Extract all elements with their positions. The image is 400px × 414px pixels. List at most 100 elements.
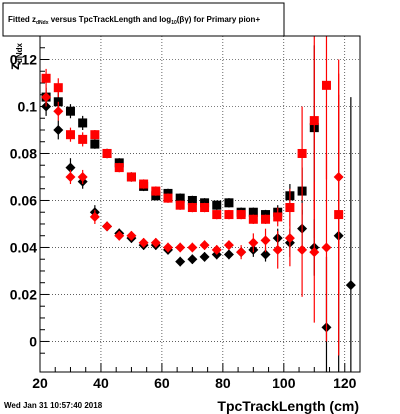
data-point (41, 68, 51, 88)
data-point (77, 169, 88, 185)
square-marker (248, 214, 258, 224)
square-marker (78, 134, 88, 144)
data-point (151, 186, 161, 196)
square-marker (102, 148, 112, 158)
square-marker (236, 210, 246, 220)
diamond-marker (65, 162, 76, 173)
data-point (175, 200, 185, 210)
diamond-marker (223, 240, 234, 251)
diamond-marker (126, 230, 137, 241)
data-point (261, 214, 271, 224)
data-point (175, 242, 186, 253)
diamond-marker (211, 244, 222, 255)
data-point (114, 162, 124, 173)
square-marker (187, 195, 197, 205)
square-marker (126, 172, 136, 182)
data-point (90, 139, 100, 149)
data-point (273, 207, 283, 227)
diamond-marker (41, 92, 52, 103)
square-marker (261, 214, 271, 224)
y-tick-label: 0.12 (10, 51, 37, 67)
diamond-marker (150, 237, 161, 248)
data-point (53, 78, 63, 98)
data-point (321, 153, 332, 342)
data-point (102, 148, 112, 159)
square-marker (334, 210, 344, 220)
data-point (41, 87, 52, 107)
grid (40, 36, 360, 372)
data-point (126, 172, 136, 182)
diamond-marker (114, 230, 125, 241)
data-point (139, 179, 149, 189)
y-tick-label: 0.04 (10, 239, 37, 255)
square-marker (90, 130, 100, 140)
axis-ticks (39, 35, 361, 372)
data-point (199, 240, 210, 251)
diamond-marker (187, 242, 198, 253)
square-marker (309, 116, 319, 126)
diamond-marker (65, 171, 76, 182)
diamond-marker (89, 211, 100, 222)
square-marker (321, 80, 331, 90)
square-marker (139, 179, 149, 189)
data-point (248, 233, 259, 253)
data-point (53, 101, 64, 121)
square-marker (297, 148, 307, 158)
y-axis-title: zdNdx (6, 42, 24, 70)
x-tick-label: 120 (333, 375, 357, 391)
diamond-marker (175, 256, 186, 267)
diamond-marker (199, 251, 210, 262)
diamond-marker (260, 249, 271, 260)
data-point (212, 200, 222, 210)
diamond-marker (223, 249, 234, 260)
square-marker (65, 106, 75, 116)
chart-title: Fitted zdNdx versus TpcTrackLength and l… (8, 15, 260, 26)
square-marker (212, 210, 222, 220)
square-marker (187, 203, 197, 213)
square-marker (273, 212, 283, 222)
diamond-marker (345, 280, 356, 291)
square-marker (285, 203, 295, 213)
square-marker (248, 207, 258, 217)
diamond-marker (175, 242, 186, 253)
data-point (102, 221, 113, 232)
y-tick-label: 0 (29, 333, 37, 349)
y-tick-label: 0.06 (10, 192, 37, 208)
data-point (175, 256, 186, 267)
square-marker (151, 186, 161, 196)
y-axis-title-sub: dNdx (15, 42, 24, 63)
diamond-marker (187, 254, 198, 265)
square-marker (224, 198, 234, 208)
diamond-marker (53, 106, 64, 117)
data-point (65, 127, 75, 142)
data-point (211, 244, 222, 255)
diamond-marker (272, 244, 283, 255)
diamond-marker (321, 242, 332, 253)
x-tick-label: 20 (32, 375, 48, 391)
title-suffix: (βγ) for Primary pion+ (177, 15, 261, 24)
data-point (150, 237, 161, 248)
title-mid: versus TpcTrackLength and log (49, 15, 172, 24)
data-point (224, 209, 234, 220)
tick-labels: 20 40 60 80 100 120 0 0.02 0.04 0.06 0.08 0.1 0.12 (10, 51, 357, 391)
square-marker (212, 200, 222, 210)
square-marker (78, 118, 88, 128)
data-point (223, 240, 234, 251)
square-marker (175, 193, 185, 203)
y-tick-label: 0.1 (18, 98, 38, 114)
diamond-marker (297, 244, 308, 255)
data-point (78, 132, 88, 147)
data-point (199, 251, 210, 262)
x-tick-label: 40 (93, 375, 109, 391)
x-tick-label: 60 (154, 375, 170, 391)
data-point (297, 106, 307, 201)
square-marker (114, 163, 124, 173)
data-point (284, 209, 295, 267)
square-marker (163, 193, 173, 203)
diamond-marker (260, 235, 271, 246)
data-point (345, 97, 356, 372)
diamond-marker (309, 247, 320, 258)
data-marks (41, 36, 356, 372)
